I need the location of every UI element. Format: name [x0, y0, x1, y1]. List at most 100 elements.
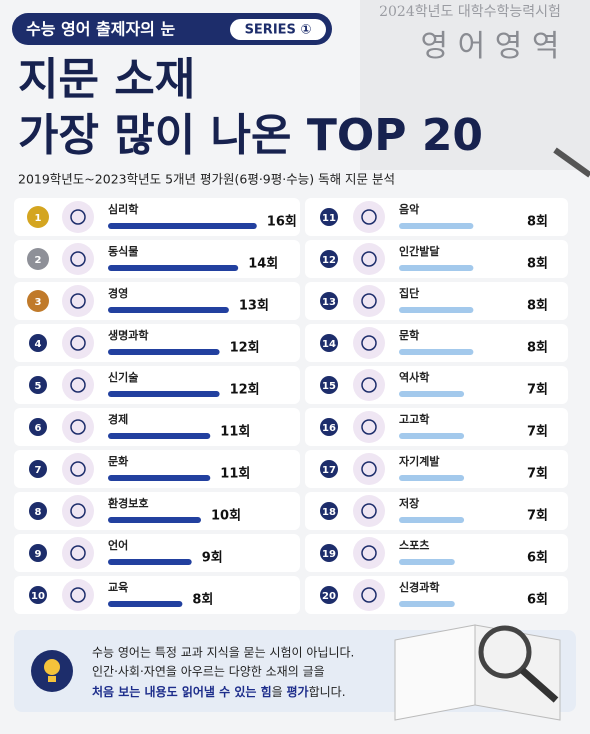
bar [399, 517, 465, 523]
category-label: 신경과학 [399, 580, 439, 594]
category-label: 문학 [399, 328, 419, 342]
row-card [14, 534, 300, 572]
topic-icon-mark [70, 377, 86, 393]
topic-icon-mark [70, 503, 86, 519]
rank: 13 [322, 297, 336, 308]
topic-icon-mark [70, 545, 86, 561]
topic-icon-mark [361, 335, 377, 351]
bar [399, 307, 474, 313]
bar [108, 601, 183, 607]
rank-badge [27, 206, 49, 228]
ranking: 1 심리학 16회 2 동식물 14회 3 경영 13회 4 생명과학 12회 5 신기술 12회 6 경제 11… [14, 198, 568, 614]
category-label: 음악 [399, 203, 419, 216]
value-label: 8회 [527, 256, 548, 272]
value-label: 12회 [230, 340, 260, 356]
bar [108, 433, 211, 439]
footer-line3: 처음 보는 내용도 읽어낼 수 있는 힘을 평가합니다. [92, 684, 346, 699]
topic-icon [353, 537, 385, 569]
topic-icon [62, 537, 94, 569]
rank: 7 [35, 465, 42, 476]
row-card [14, 408, 300, 446]
rank-badge [320, 502, 338, 520]
bulb [44, 659, 60, 675]
rank-badge [320, 208, 338, 226]
category-label: 경영 [108, 286, 128, 300]
row-card [14, 450, 300, 488]
topic-icon-mark [361, 419, 377, 435]
rank: 9 [35, 549, 42, 560]
row-card [14, 492, 300, 530]
topic-icon-mark [70, 461, 86, 477]
value-label: 8회 [527, 298, 548, 314]
bar [399, 349, 474, 355]
rank: 1 [35, 213, 42, 224]
topic-icon-mark [361, 503, 377, 519]
topic-icon-mark [361, 209, 377, 225]
bg-exam-name: 2024학년도 대학수학능력시험 [379, 4, 561, 20]
topic-icon [62, 579, 94, 611]
topic-icon [353, 411, 385, 443]
category-label: 고고학 [399, 412, 429, 426]
bar [399, 433, 465, 439]
footer-text: 합니다. [309, 685, 346, 699]
exam-paper [360, 0, 590, 170]
rank-badge [29, 418, 47, 436]
bar [399, 265, 474, 271]
bar [399, 601, 455, 607]
rank: 15 [322, 381, 336, 392]
rank-badge [27, 290, 49, 312]
value-label: 7회 [527, 466, 548, 482]
topic-icon-mark [70, 251, 86, 267]
value-label: 7회 [527, 508, 548, 524]
pencil [553, 147, 590, 178]
category-label: 신기술 [108, 370, 138, 384]
topic-icon [353, 201, 385, 233]
footer-line2: 인간·사회·자연을 아우르는 다양한 소재의 글을 [92, 665, 325, 679]
row-card [14, 576, 300, 614]
topic-icon [353, 327, 385, 359]
value-label: 6회 [527, 550, 548, 566]
topic-icon-mark [361, 251, 377, 267]
value-label: 10회 [211, 508, 241, 524]
value-label: 14회 [248, 256, 278, 272]
series-text: SERIES ① [245, 23, 312, 38]
topic-icon-mark [70, 293, 86, 309]
topic-icon [62, 201, 94, 233]
topic-icon-mark [70, 587, 86, 603]
value-label: 8회 [192, 592, 213, 608]
rank: 2 [35, 255, 42, 266]
category-label: 자기계발 [399, 454, 439, 468]
rank: 18 [322, 507, 336, 518]
bulb-base [48, 676, 56, 682]
rank-badge [29, 376, 47, 394]
bar [399, 223, 474, 229]
rank: 6 [35, 423, 42, 434]
rank-badge [320, 292, 338, 310]
bar [108, 349, 220, 355]
rank: 11 [322, 213, 336, 224]
topic-icon-mark [361, 461, 377, 477]
value-label: 13회 [239, 298, 269, 314]
rank-badge [27, 248, 49, 270]
topic-icon-mark [70, 335, 86, 351]
bar [399, 391, 465, 397]
topic-icon [353, 243, 385, 275]
topic-icon-mark [361, 377, 377, 393]
category-label: 저장 [399, 496, 419, 510]
rank: 19 [322, 549, 336, 560]
topic-icon [353, 495, 385, 527]
rank: 8 [35, 507, 42, 518]
title-line1: 지문 소재 [18, 54, 195, 105]
category-label: 집단 [399, 286, 419, 300]
topic-icon [62, 285, 94, 317]
rank: 3 [35, 297, 42, 308]
rank-badge [320, 376, 338, 394]
rank: 12 [322, 255, 336, 266]
book-left [394, 624, 476, 721]
value-label: 7회 [527, 424, 548, 440]
magnifier-handle [519, 667, 559, 703]
bar [399, 475, 465, 481]
rank: 14 [322, 339, 336, 350]
value-label: 11회 [220, 466, 250, 482]
category-label: 역사학 [399, 370, 429, 384]
